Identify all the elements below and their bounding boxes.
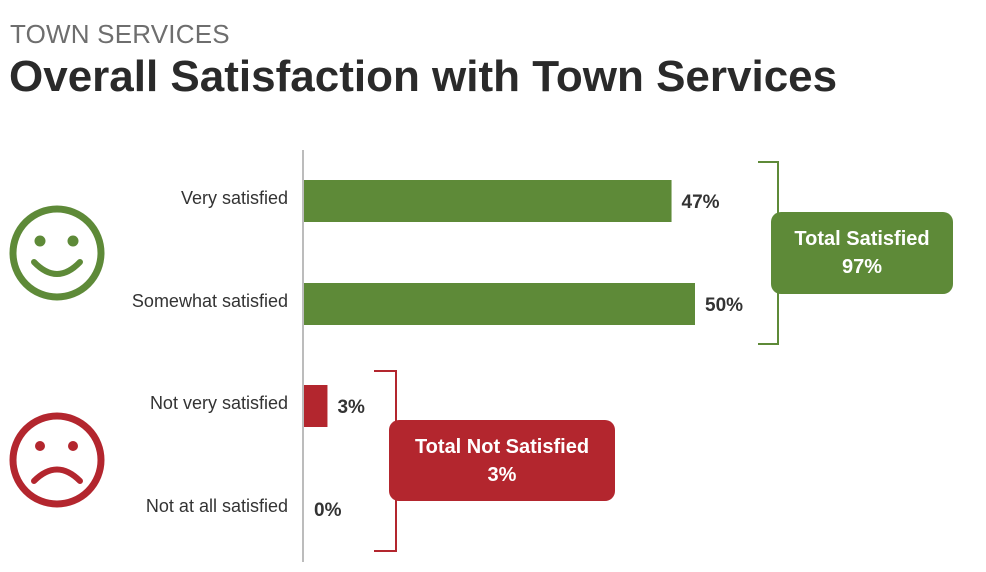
value-label: 0% <box>314 500 342 521</box>
total-not-satisfied-box: Total Not Satisfied 3% <box>389 420 615 501</box>
bar <box>304 180 672 222</box>
bar <box>304 283 695 325</box>
total-satisfied-label: Total Satisfied <box>794 228 930 250</box>
section-label: TOWN SERVICES <box>10 19 230 49</box>
total-satisfied-value: 97% <box>841 256 883 278</box>
value-label: 47% <box>682 192 720 213</box>
total-not-satisfied-value: 3% <box>487 464 517 486</box>
category-label: Not very satisfied <box>150 393 288 413</box>
smiley-face-icon <box>9 205 105 301</box>
category-label: Not at all satisfied <box>146 496 288 516</box>
frowning-face-icon <box>9 412 105 508</box>
total-not-satisfied-label: Total Not Satisfied <box>414 436 590 458</box>
value-label: 50% <box>705 295 743 316</box>
page-title: Overall Satisfaction with Town Services <box>9 52 838 101</box>
bar <box>304 385 328 427</box>
category-label: Somewhat satisfied <box>132 291 288 311</box>
value-label: 3% <box>337 397 365 418</box>
category-label: Very satisfied <box>181 188 288 208</box>
total-satisfied-box: Total Satisfied 97% <box>771 212 953 294</box>
